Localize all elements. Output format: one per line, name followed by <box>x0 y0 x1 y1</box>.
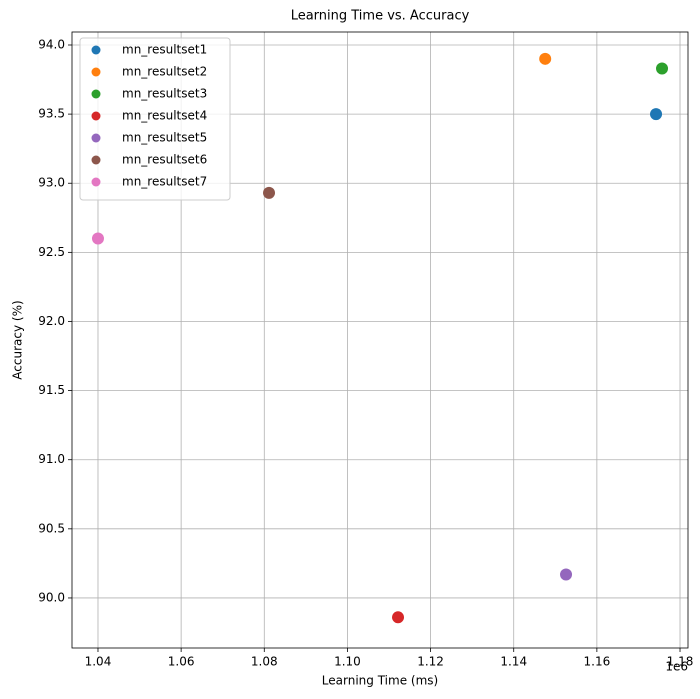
legend-label: mn_resultset5 <box>122 131 207 145</box>
y-tick-label: 92.5 <box>38 245 65 259</box>
y-tick-label: 90.0 <box>38 590 65 604</box>
plot-frame <box>71 31 689 649</box>
legend-marker <box>91 177 101 187</box>
legend-marker <box>91 111 101 121</box>
legend-label: mn_resultset2 <box>122 65 207 79</box>
point <box>656 62 669 75</box>
legend-marker <box>91 133 101 143</box>
legend-marker <box>91 155 101 165</box>
x-tick-label: 1.16 <box>584 655 611 669</box>
y-tick-label: 92.0 <box>38 314 65 328</box>
point <box>560 568 573 581</box>
y-tick-label: 94.0 <box>38 37 65 51</box>
x-tick-label: 1.06 <box>168 655 195 669</box>
y-tick-label: 93.5 <box>38 107 65 121</box>
x-tick-label: 1.08 <box>251 655 278 669</box>
legend-label: mn_resultset6 <box>122 153 207 167</box>
x-tick-label: 1.04 <box>85 655 112 669</box>
legend-marker <box>91 67 101 77</box>
legend-label: mn_resultset7 <box>122 175 207 189</box>
x-axis-label: Learning Time (ms) <box>322 674 438 688</box>
point <box>539 52 552 65</box>
legend-label: mn_resultset1 <box>122 43 207 57</box>
legend-marker <box>91 45 101 55</box>
legend-marker <box>91 89 101 99</box>
y-axis-label: Accuracy (%) <box>11 300 25 379</box>
point <box>263 186 276 199</box>
legend-box <box>79 37 231 201</box>
legend-label: mn_resultset3 <box>122 87 207 101</box>
x-offset-label: 1e6 <box>665 660 688 674</box>
chart-title: Learning Time vs. Accuracy <box>291 9 470 24</box>
y-tick-label: 90.5 <box>38 521 65 535</box>
y-tick-label: 93.0 <box>38 176 65 190</box>
y-tick-label: 91.5 <box>38 383 65 397</box>
x-tick-label: 1.12 <box>417 655 444 669</box>
point <box>392 611 405 624</box>
legend-label: mn_resultset4 <box>122 109 207 123</box>
y-tick-label: 91.0 <box>38 452 65 466</box>
point <box>650 108 663 121</box>
x-tick-label: 1.18 <box>667 655 694 669</box>
x-tick-label: 1.14 <box>500 655 527 669</box>
x-tick-label: 1.10 <box>334 655 361 669</box>
point <box>91 232 104 245</box>
